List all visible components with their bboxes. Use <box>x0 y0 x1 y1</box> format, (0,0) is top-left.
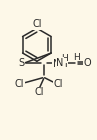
Text: Cl: Cl <box>15 79 24 89</box>
Text: NH: NH <box>53 59 68 69</box>
Text: H: H <box>61 54 67 63</box>
Text: S: S <box>18 58 24 68</box>
Text: O: O <box>84 58 91 68</box>
Text: H: H <box>73 53 80 62</box>
Text: N: N <box>56 58 64 68</box>
Text: Cl: Cl <box>53 79 63 89</box>
Text: Cl: Cl <box>34 87 44 97</box>
Text: Cl: Cl <box>32 19 42 29</box>
